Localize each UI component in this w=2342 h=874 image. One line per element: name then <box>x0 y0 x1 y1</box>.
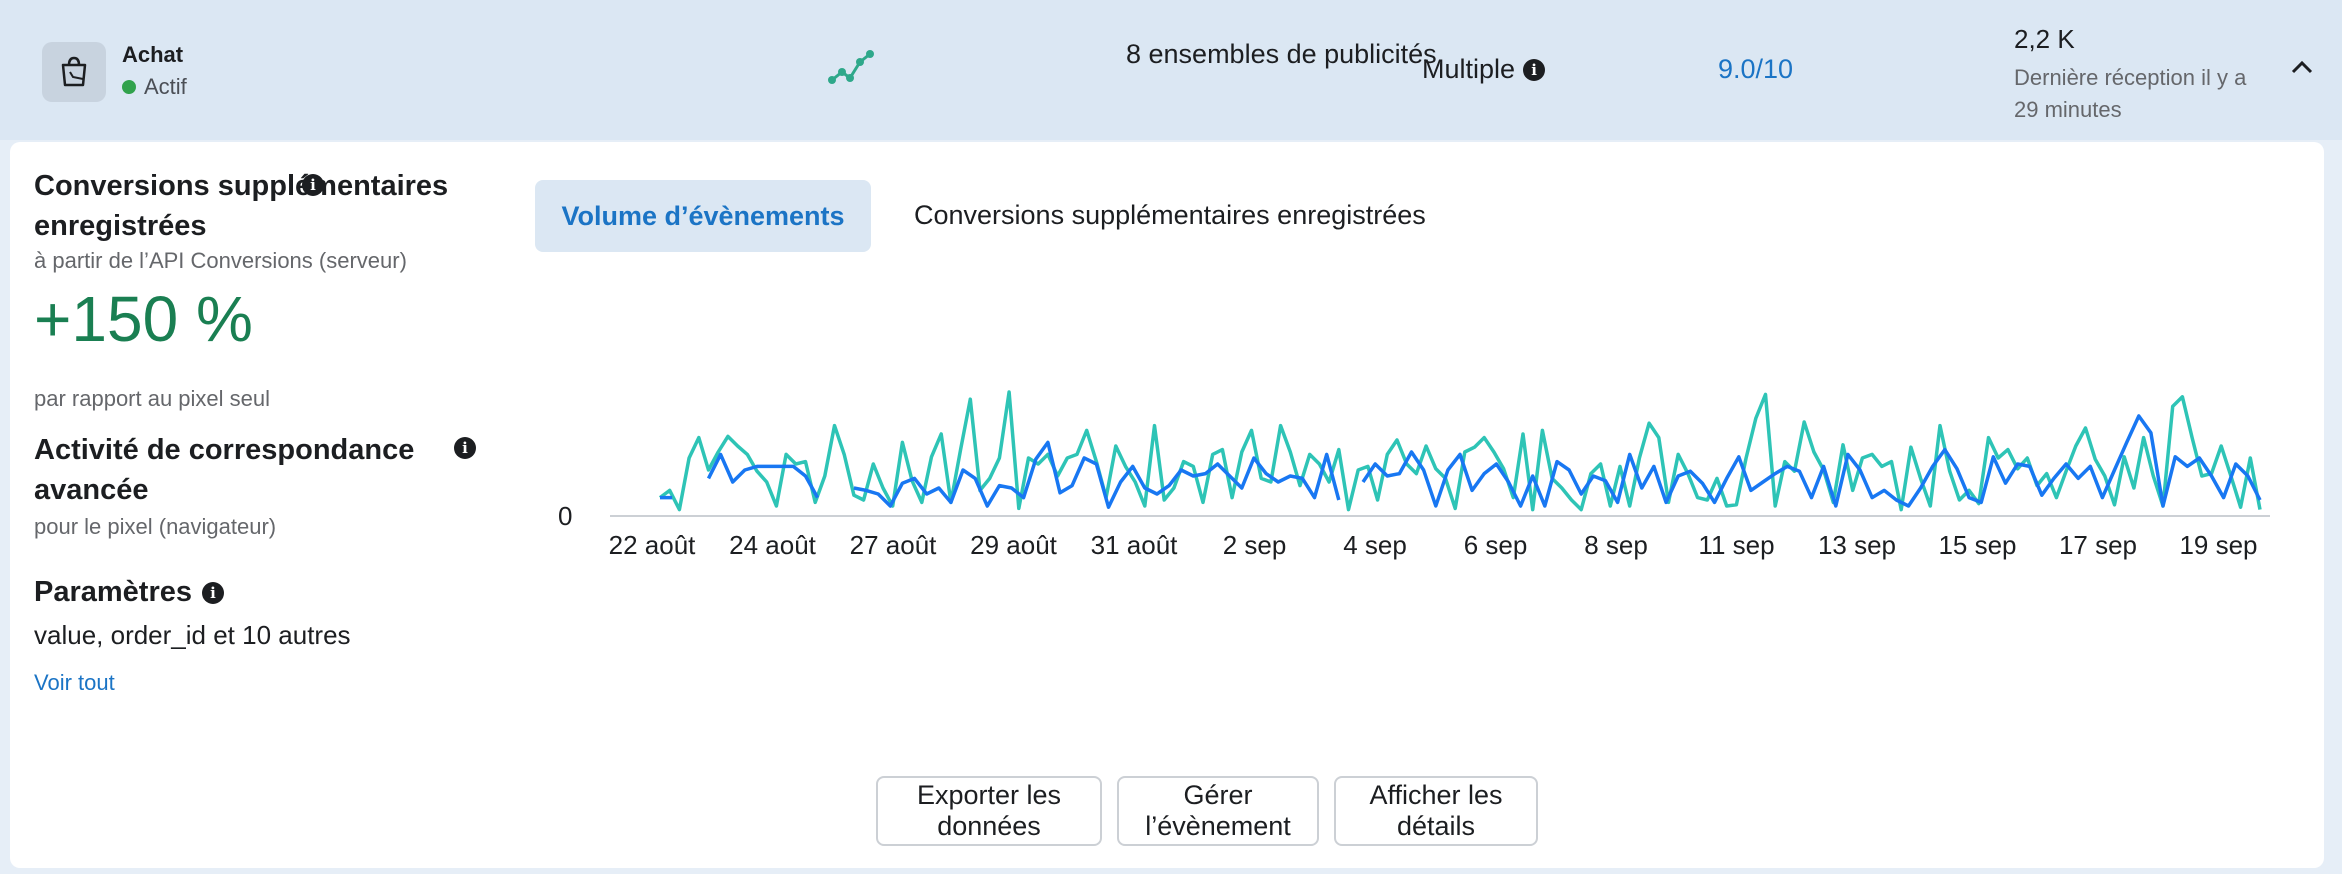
chevron-up-icon[interactable] <box>2290 58 2314 81</box>
x-tick-label: 6 sep <box>1464 530 1528 560</box>
last-received: Dernière réception il y a 29 minutes <box>2014 65 2247 122</box>
event-volume-chart: 0 22 août 24 août 27 août 29 août 31 août 2 se… <box>558 390 2270 560</box>
shopping-bag-icon <box>42 42 106 102</box>
status-text: Actif <box>144 74 187 99</box>
info-icon[interactable]: i <box>454 437 476 459</box>
x-tick-label: 8 sep <box>1584 530 1648 560</box>
x-tick-label: 27 août <box>850 530 938 560</box>
x-tick-label: 22 août <box>609 530 697 560</box>
tab-additional-conversions[interactable]: Conversions supplémentaires enregistrées <box>914 200 1426 230</box>
ad-sets-count: 8 ensembles de publicités <box>1126 39 1437 69</box>
conversions-subtitle: à partir de l’API Conversions (serveur) <box>34 248 407 273</box>
quality-score[interactable]: 9.0/10 <box>1718 54 1794 84</box>
y-tick-label: 0 <box>558 501 572 531</box>
event-name: Achat <box>122 42 184 67</box>
event-count: 2,2 K <box>2014 24 2075 54</box>
info-icon[interactable]: i <box>1523 58 1546 81</box>
series-line-0 <box>658 390 2262 512</box>
x-tick-label: 15 sep <box>1938 530 2016 560</box>
manage-event-button[interactable]: Gérer l’évènement <box>1117 776 1319 846</box>
see-all-link[interactable]: Voir tout <box>34 670 115 695</box>
info-icon[interactable]: i <box>202 581 224 604</box>
x-tick-label: 29 août <box>970 530 1058 560</box>
advanced-matching-title: Activité de correspondance avancée <box>34 434 415 506</box>
export-data-button[interactable]: Exporter les données <box>876 776 1102 846</box>
trend-line-icon <box>828 48 876 93</box>
x-tick-label: 31 août <box>1091 530 1179 560</box>
event-row-header[interactable]: Achat Actif 8 ensembles de publicités Mu… <box>0 0 2342 140</box>
x-tick-label: 2 sep <box>1223 530 1287 560</box>
parameters-value: value, order_id et 10 autres <box>34 620 351 650</box>
advanced-matching-subtitle: pour le pixel (navigateur) <box>34 514 277 539</box>
x-tick-label: 19 sep <box>2179 530 2257 560</box>
x-tick-label: 24 août <box>729 530 817 560</box>
conversions-title: Conversions supplémentaires enregistrées <box>34 170 449 242</box>
status-badge: Actif <box>122 74 187 100</box>
attribution-setting: Multiple i <box>1422 54 1546 85</box>
info-icon[interactable]: i <box>302 174 324 196</box>
conversion-percent: +150 % <box>34 283 253 355</box>
x-tick-label: 13 sep <box>1818 530 1896 560</box>
attribution-label: Multiple <box>1422 54 1516 84</box>
x-tick-label: 4 sep <box>1343 530 1407 560</box>
series-line-1 <box>660 414 2262 509</box>
parameters-title: Paramètres i <box>34 576 224 609</box>
event-details-panel: Conversions supplémentaires enregistrées… <box>10 142 2324 868</box>
percent-subtitle: par rapport au pixel seul <box>34 386 271 411</box>
x-tick-label: 11 sep <box>1698 530 1774 560</box>
tab-event-volume[interactable]: Volume d’évènements <box>535 180 871 252</box>
status-dot <box>122 80 136 94</box>
show-details-button[interactable]: Afficher les détails <box>1334 776 1538 846</box>
x-tick-label: 17 sep <box>2059 530 2137 560</box>
